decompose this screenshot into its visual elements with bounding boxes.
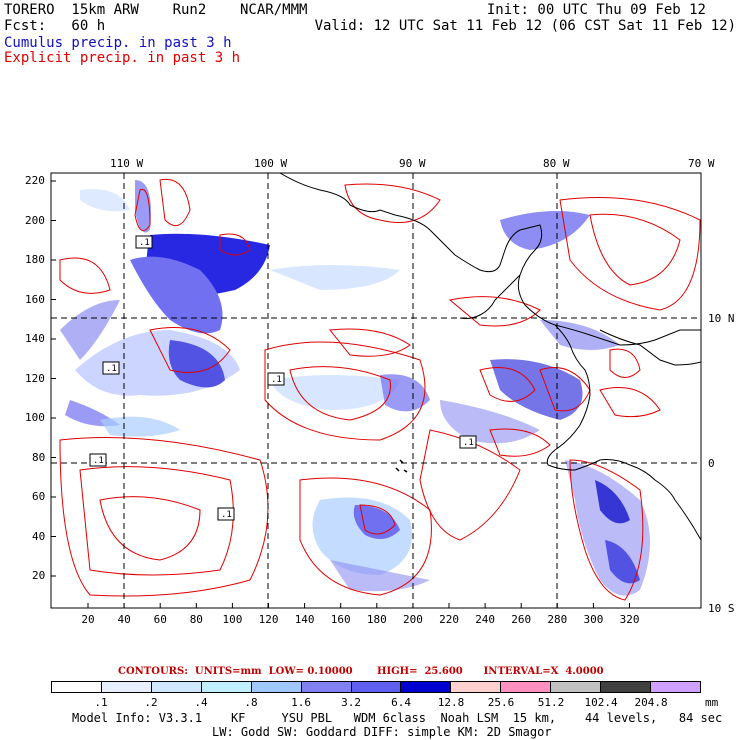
legend-label: 25.6 [487, 696, 515, 709]
x-tick-label: 180 [366, 613, 387, 626]
legend-swatch [451, 682, 502, 692]
legend-label: 3.2 [341, 696, 361, 709]
y-tick-label: 100 [25, 411, 45, 424]
x-tick-label: 40 [117, 613, 131, 626]
lat-label: 0 [708, 457, 715, 470]
y-tick-label: 160 [25, 292, 45, 306]
legend-swatch [201, 682, 252, 692]
legend-swatch [251, 682, 302, 692]
legend-swatch [501, 682, 552, 692]
y-tick-label: 140 [25, 332, 45, 345]
map-label: .1 [139, 238, 150, 248]
legend-swatch [101, 682, 152, 692]
x-tick-label: 240 [475, 613, 496, 626]
y-tick-label: 80 [32, 450, 46, 464]
lon-label: 110 W [110, 157, 144, 170]
model-info-line2: LW: Godd SW: Goddard DIFF: simple KM: 2D… [212, 725, 552, 739]
x-tick-label: 300 [583, 613, 604, 626]
legend-swatch [151, 682, 202, 692]
y-tick-label: 20 [32, 569, 46, 582]
legend-unit: mm [705, 696, 719, 709]
precip-legend-bar [51, 681, 701, 693]
y-tick-label: 200 [25, 213, 45, 227]
model-info-line1: Model Info: V3.3.1 KF YSU PBL WDM 6class… [72, 711, 723, 725]
x-tick-label: 20 [81, 613, 95, 626]
y-tick-label: 120 [25, 371, 45, 385]
legend-swatch [651, 682, 700, 692]
legend-label: 204.8 [634, 696, 668, 709]
legend-label: .2 [144, 696, 158, 709]
legend-label: 6.4 [391, 696, 411, 709]
legend-swatch [551, 682, 602, 692]
lat-lon-grid [51, 173, 701, 608]
contour-label-boxes: .1 .1 .1 .1 .1 .1 [89, 235, 477, 521]
legend-label: 12.8 [437, 696, 465, 709]
map-label: .1 [93, 456, 104, 466]
x-tick-label: 140 [294, 613, 315, 626]
x-tick-label: 220 [439, 613, 459, 626]
x-tick-label: 120 [258, 613, 279, 626]
cumulus-precip-area [60, 180, 650, 596]
x-tick-label: 260 [511, 613, 532, 626]
y-tick-label: 40 [32, 529, 46, 543]
contour-summary: CONTOURS: UNITS=mm LOW= 0.10000 HIGH= 25… [118, 666, 604, 677]
map-label: .1 [271, 375, 282, 385]
map-label: .1 [221, 510, 232, 520]
legend-swatch [301, 682, 352, 692]
map-label: .1 [463, 438, 474, 448]
coastline [279, 173, 701, 541]
header-title: TORERO 15km ARW Run2 NCAR/MMM [4, 2, 308, 18]
plot-frame [50, 172, 702, 609]
legend-swatch [401, 682, 452, 692]
legend-swatch [601, 682, 652, 692]
legend-label: .1 [94, 696, 108, 709]
header-init: Init: 00 UTC Thu 09 Feb 12 [486, 2, 706, 18]
x-tick-label: 200 [403, 613, 423, 626]
header-valid: Valid: 12 UTC Sat 11 Feb 12 (06 CST Sat … [314, 18, 736, 34]
explicit-label: Explicit precip. in past 3 h [4, 50, 241, 66]
x-tick-label: 100 [222, 613, 243, 626]
x-tick-label: 320 [619, 613, 640, 626]
lat-label: 10 S [708, 602, 735, 615]
header-forecast: Fcst: 60 h [4, 18, 106, 34]
x-tick-label: 160 [330, 613, 351, 626]
lon-label: 80 W [543, 157, 570, 170]
legend-swatch [52, 682, 102, 692]
x-tick-label: 80 [189, 613, 203, 626]
y-tick-label: 60 [32, 490, 46, 503]
legend-swatch [351, 682, 402, 692]
legend-label: 51.2 [537, 696, 565, 709]
lon-label: 90 W [399, 157, 426, 170]
y-tick-label: 180 [25, 253, 45, 266]
legend-label: 1.6 [291, 696, 311, 709]
y-tick-label: 220 [25, 174, 45, 187]
legend-label: .8 [244, 696, 258, 709]
x-tick-label: 280 [547, 613, 568, 626]
legend-label: 102.4 [584, 696, 618, 709]
lat-label: 10 N [708, 312, 735, 325]
legend-label: .4 [194, 696, 208, 709]
lon-label: 100 W [254, 157, 288, 170]
cumulus-label: Cumulus precip. in past 3 h [4, 35, 232, 51]
map-label: .1 [106, 364, 117, 374]
x-tick-label: 60 [153, 613, 167, 626]
lon-label: 70 W [688, 157, 715, 170]
